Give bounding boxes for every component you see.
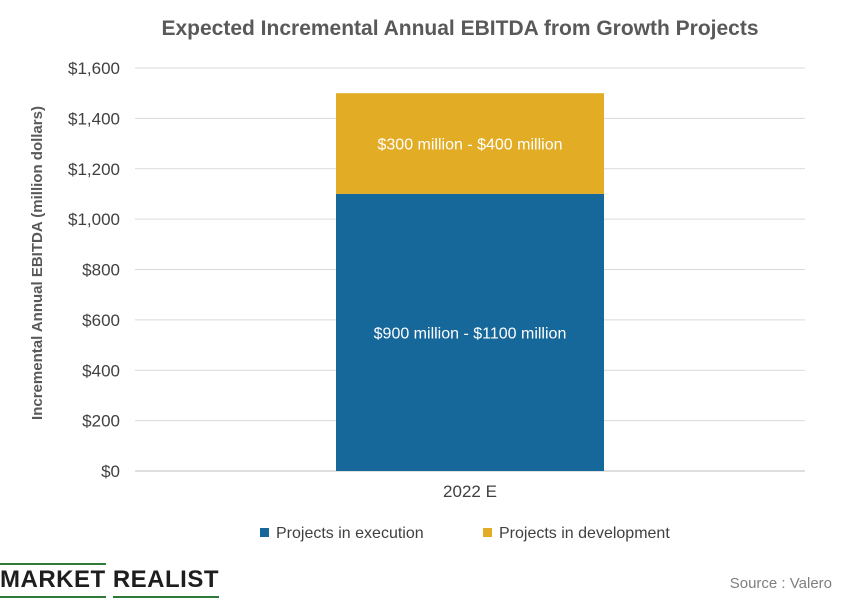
legend-swatch	[260, 528, 269, 537]
y-tick-label: $800	[82, 261, 120, 280]
legend-label: Projects in execution	[276, 525, 424, 542]
legend: Projects in execution Projects in develop…	[260, 525, 670, 542]
legend-swatch	[483, 528, 492, 537]
y-tick-label: $1,000	[68, 210, 120, 229]
bars: $900 million - $1100 million $300 million…	[336, 93, 604, 471]
chart-title: Expected Incremental Annual EBITDA from …	[161, 17, 758, 40]
market-realist-logo: MARKET REALIST	[0, 563, 219, 598]
y-tick-label: $1,600	[68, 59, 120, 78]
logo-word-market: MARKET	[0, 563, 106, 598]
y-tick-label: $1,400	[68, 109, 120, 128]
y-tick-label: $1,200	[68, 160, 120, 179]
y-axis-ticks: $0 $200 $400 $600 $800 $1,000 $1,200 $1,400 $1,6…	[68, 59, 120, 481]
bar-segment	[336, 193, 604, 471]
source-note: Source : Valero	[729, 575, 832, 592]
logo-word-realist: REALIST	[112, 566, 219, 598]
y-tick-label: $200	[82, 412, 120, 431]
y-axis-label: Incremental Annual EBITDA (million dolla…	[29, 106, 46, 420]
data-label: $300 million - $400 million	[378, 137, 563, 154]
y-tick-label: $0	[101, 462, 120, 481]
bar-segment	[336, 93, 604, 194]
data-label: $900 million - $1100 million	[374, 325, 567, 342]
x-tick-label: 2022 E	[443, 482, 497, 501]
y-tick-label: $400	[82, 361, 120, 380]
legend-label: Projects in development	[499, 525, 670, 542]
x-axis-ticks: 2022 E	[443, 482, 497, 501]
y-tick-label: $600	[82, 311, 120, 330]
